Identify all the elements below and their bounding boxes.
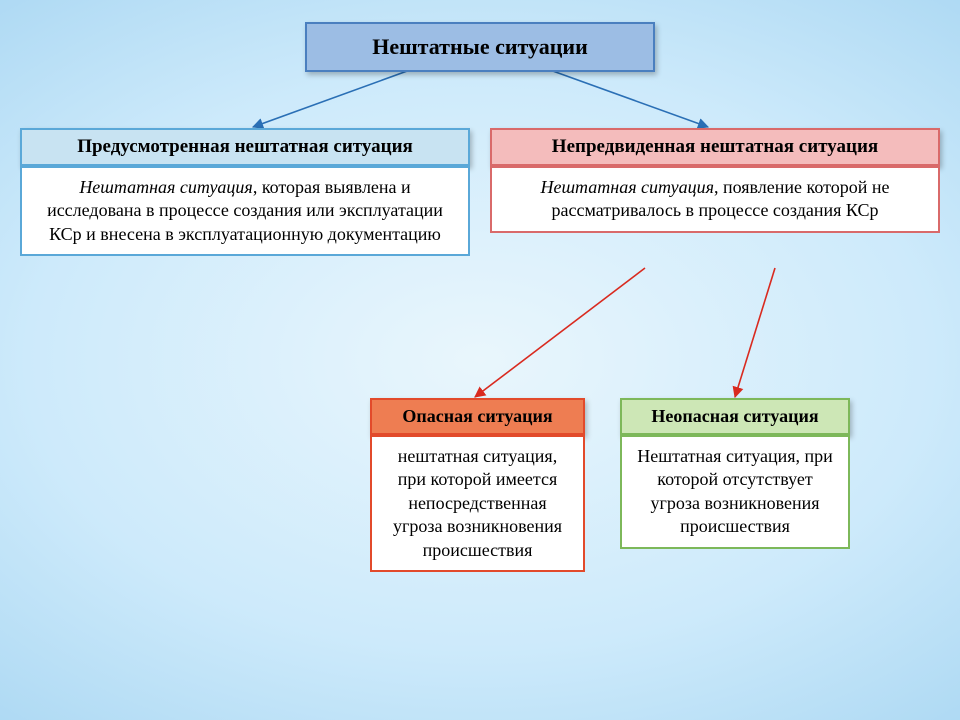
safe-body: Нештатная ситуация, при которой отсутств… [620,435,850,549]
right-title: Непредвиденная нештатная ситуация [490,128,940,166]
safe-title: Неопасная ситуация [620,398,850,435]
left-body: Нештатная ситуация, которая выявлена и и… [20,166,470,256]
left-node: Предусмотренная нештатная ситуация Нешта… [20,128,470,256]
left-body-lead: Нештатная ситуация [79,177,253,197]
right-node: Непредвиденная нештатная ситуация Нештат… [490,128,940,233]
safe-node: Неопасная ситуация Нештатная ситуация, п… [620,398,850,549]
left-title: Предусмотренная нештатная ситуация [20,128,470,166]
right-body: Нештатная ситуация, появление которой не… [490,166,940,233]
danger-title: Опасная ситуация [370,398,585,435]
right-body-lead: Нештатная ситуация [540,177,714,197]
root-title: Нештатные ситуации [305,22,655,72]
background [0,0,960,720]
danger-node: Опасная ситуация нештатная ситуация, при… [370,398,585,572]
root-node: Нештатные ситуации [305,22,655,72]
danger-body: нештатная ситуация, при которой имеется … [370,435,585,572]
